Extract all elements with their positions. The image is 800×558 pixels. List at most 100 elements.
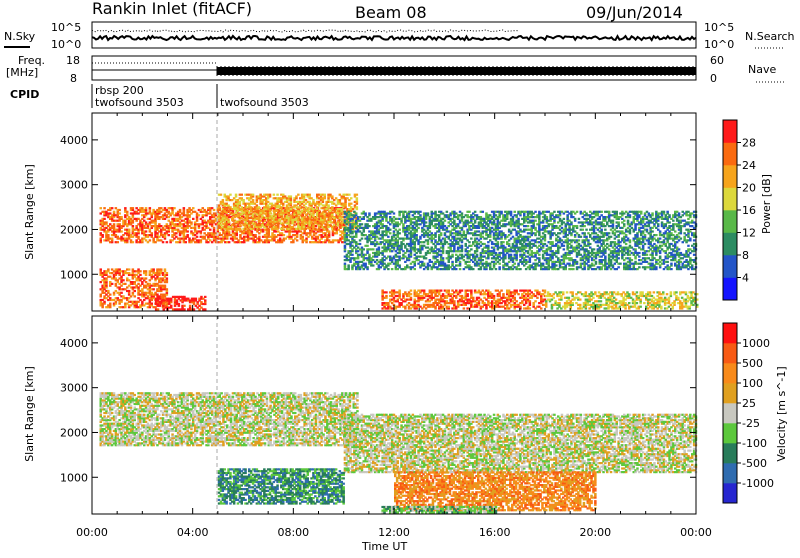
heatmap-cell (166, 288, 169, 290)
heatmap-cell (128, 229, 130, 231)
nave-label: Nave (748, 63, 776, 76)
heatmap-cell (356, 206, 359, 208)
heatmap-cell (308, 194, 311, 196)
heatmap-cell (434, 211, 437, 213)
heatmap-cell (189, 305, 192, 307)
noise-panel: N.Sky 10^5 10^0 10^5 10^0 N.Search (4, 21, 795, 51)
heatmap-cell (222, 199, 225, 201)
heatmap-cell (132, 207, 135, 209)
heatmap-cell (159, 305, 162, 307)
heatmap-cell (389, 232, 392, 234)
heatmap-cell (128, 268, 130, 270)
heatmap-cell (398, 229, 401, 231)
heatmap-cell (372, 264, 375, 266)
heatmap-cell (273, 194, 276, 196)
heatmap-cell (344, 263, 347, 265)
heatmap-cell (228, 241, 231, 243)
heatmap-cell (126, 211, 129, 213)
heatmap-cell (470, 238, 473, 240)
heatmap-cell (241, 194, 244, 196)
cpid-row: CPID rbsp 200 twofsound 3503 twofsound 3… (10, 84, 309, 109)
heatmap-cell (213, 227, 216, 229)
freq-left-tick-bottom: 8 (70, 72, 77, 85)
nave-bars (217, 66, 696, 76)
heatmap-cell (220, 194, 223, 196)
heatmap-cell (546, 216, 549, 218)
noise-panel-frame (92, 22, 696, 48)
noise-right-label: N.Search (745, 30, 795, 43)
noise-left-label: N.Sky (4, 30, 36, 43)
heatmap-cell (318, 210, 321, 212)
heatmap-cell (269, 210, 272, 212)
heatmap-cell (227, 219, 230, 221)
heatmap-cell (502, 241, 505, 243)
heatmap-cell (366, 245, 369, 247)
heatmap-cell (316, 219, 319, 221)
heatmap-cell (440, 232, 443, 234)
heatmap-cell (173, 207, 176, 209)
heatmap-cell (331, 206, 334, 208)
heatmap-cell (190, 221, 193, 223)
heatmap-cell (120, 292, 123, 294)
heatmap-cell (124, 207, 127, 209)
heatmap-cell (495, 268, 498, 270)
heatmap-cell (276, 194, 279, 196)
heatmap-cell (164, 285, 167, 287)
heatmap-cell (113, 211, 116, 213)
heatmap-cell (269, 194, 272, 196)
heatmap-cell (500, 211, 503, 213)
noise-left-tick-top: 10^5 (51, 21, 81, 34)
heatmap-cell (151, 303, 154, 305)
heatmap-cell (161, 296, 164, 298)
heatmap-cell (145, 207, 148, 209)
heatmap-cell (356, 197, 359, 199)
heatmap-cell (387, 268, 390, 270)
heatmap-cell (472, 268, 475, 270)
heatmap-cell (398, 232, 401, 234)
heatmap-cell (417, 227, 420, 229)
heatmap-cell (132, 241, 135, 243)
heatmap-cell (359, 243, 362, 245)
heatmap-cell (538, 257, 541, 259)
heatmap-cell (137, 236, 140, 238)
heatmap-cell (510, 211, 513, 213)
heatmap-cell (117, 241, 120, 243)
heatmap-cell (510, 254, 513, 256)
heatmap-cell (293, 224, 296, 226)
heatmap-cell (237, 213, 240, 215)
heatmap-cell (278, 219, 281, 221)
heatmap-cell (378, 247, 381, 249)
heatmap-cell (363, 248, 366, 250)
heatmap-cell (251, 230, 254, 232)
heatmap-cell (183, 308, 186, 310)
beam-label: Beam 08 (355, 3, 427, 22)
heatmap-cell (427, 212, 430, 214)
heatmap-cell (145, 277, 148, 279)
heatmap-cell (213, 209, 216, 211)
heatmap-cell (209, 229, 212, 231)
heatmap-cell (103, 301, 106, 303)
heatmap-cell (446, 211, 449, 213)
heatmap-cell (103, 207, 106, 209)
heatmap-cell (166, 241, 169, 243)
freq-label-bottom: [MHz] (6, 66, 38, 79)
heatmap-cell (231, 217, 234, 219)
heatmap-cell (465, 243, 468, 245)
heatmap-cell (258, 221, 261, 223)
heatmap-cell (139, 274, 142, 276)
heatmap-cell (134, 290, 137, 292)
heatmap-cell (461, 212, 464, 214)
heatmap-cell (351, 254, 354, 256)
heatmap-cell (149, 207, 152, 209)
heatmap-cell (517, 218, 520, 220)
heatmap-cell (415, 234, 418, 236)
heatmap-cell (297, 194, 300, 196)
heatmap-cell (542, 263, 545, 265)
cpid-label: CPID (10, 88, 39, 101)
noise-search-trace (92, 30, 519, 32)
heatmap-cell (519, 268, 522, 270)
heatmap-cell (364, 263, 367, 265)
heatmap-cell (276, 228, 279, 230)
heatmap-cell (451, 261, 454, 263)
